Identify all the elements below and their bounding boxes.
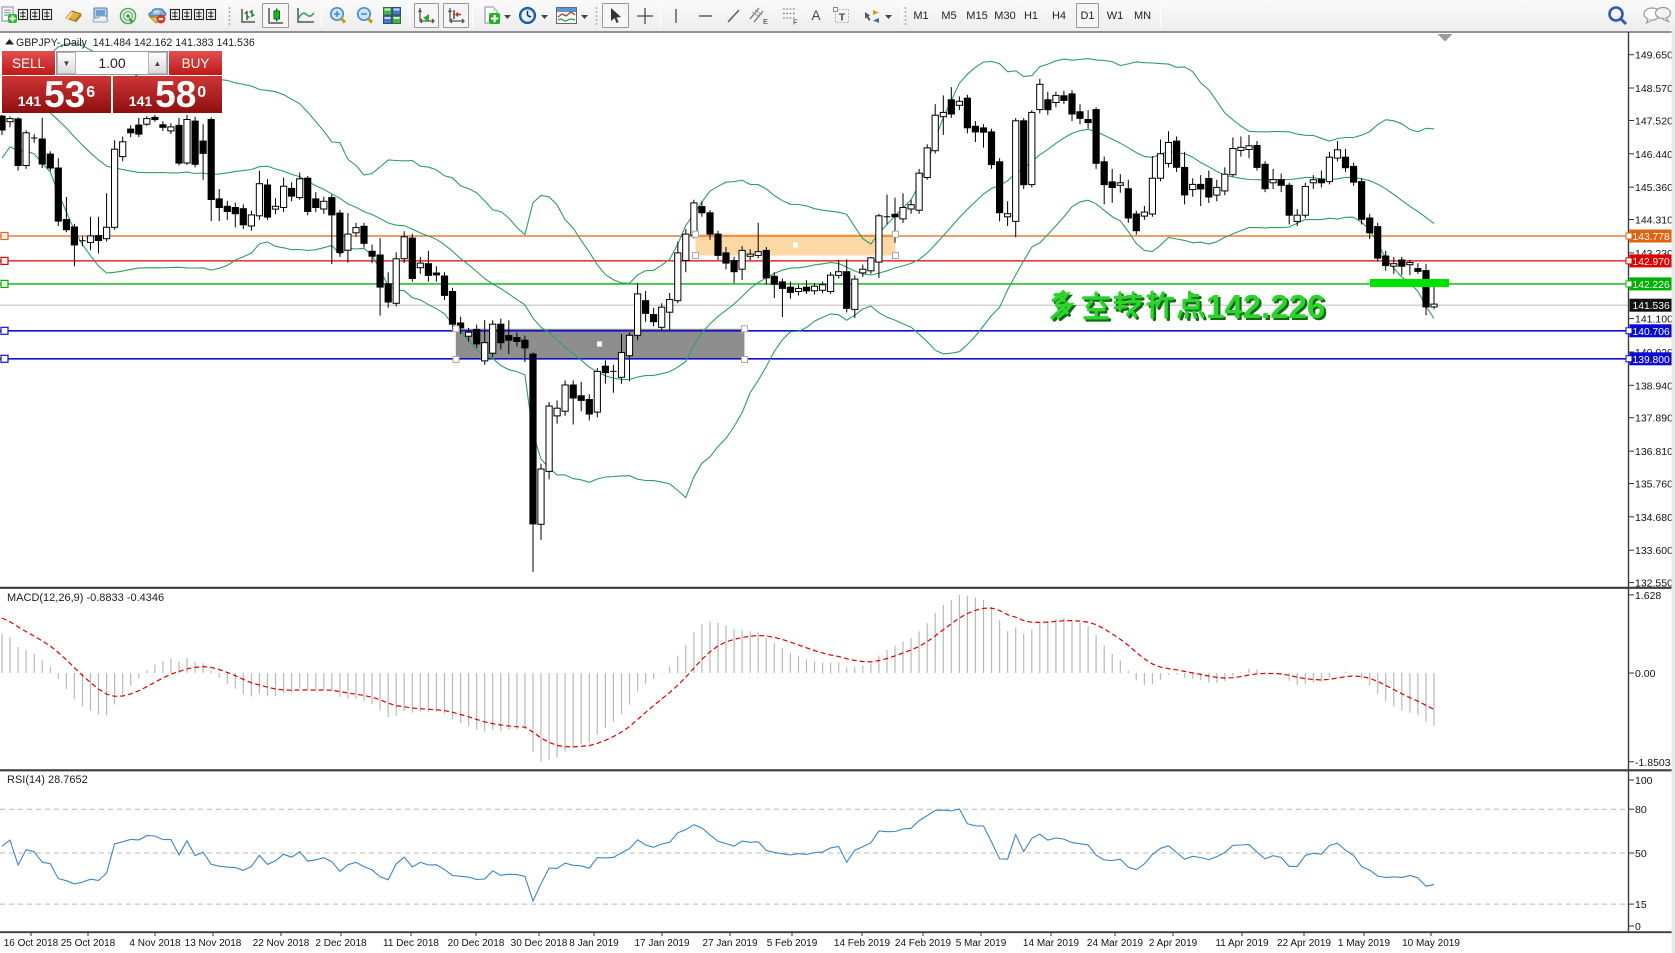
svg-text:132.550: 132.550 <box>1635 578 1673 590</box>
svg-text:15: 15 <box>1635 899 1647 911</box>
svg-text:17 Jan 2019: 17 Jan 2019 <box>634 938 689 949</box>
svg-text:T: T <box>839 11 846 23</box>
svg-text:141.100: 141.100 <box>1635 314 1673 326</box>
svg-text:146.440: 146.440 <box>1635 149 1673 161</box>
svg-text:133.600: 133.600 <box>1635 545 1673 557</box>
svg-text:11 Dec 2018: 11 Dec 2018 <box>383 938 439 949</box>
svg-text:2 Dec 2018: 2 Dec 2018 <box>315 938 367 949</box>
svg-text:143.778: 143.778 <box>1633 232 1670 243</box>
svg-text:137.890: 137.890 <box>1635 413 1673 425</box>
svg-text:135.760: 135.760 <box>1635 479 1673 491</box>
svg-text:50: 50 <box>1635 848 1647 860</box>
svg-text:27 Jan 2019: 27 Jan 2019 <box>702 938 757 949</box>
svg-text:MACD(12,26,9) -0.8833 -0.4346: MACD(12,26,9) -0.8833 -0.4346 <box>7 592 164 604</box>
svg-text:0: 0 <box>1635 921 1641 933</box>
svg-text:5 Mar 2019: 5 Mar 2019 <box>956 938 1007 949</box>
svg-text:-1.8503: -1.8503 <box>1635 757 1671 769</box>
svg-text:80: 80 <box>1635 804 1647 816</box>
svg-text:25 Oct 2018: 25 Oct 2018 <box>61 938 116 949</box>
svg-text:134.680: 134.680 <box>1635 512 1673 524</box>
svg-text:1.628: 1.628 <box>1635 590 1661 602</box>
svg-text:14 Mar 2019: 14 Mar 2019 <box>1023 938 1080 949</box>
svg-text:149.650: 149.650 <box>1635 50 1673 62</box>
svg-text:142.226: 142.226 <box>1208 290 1327 327</box>
svg-text:2 Apr 2019: 2 Apr 2019 <box>1149 938 1198 949</box>
svg-text:8 Jan 2019: 8 Jan 2019 <box>569 938 619 949</box>
svg-text:1 May 2019: 1 May 2019 <box>1338 938 1391 949</box>
svg-text:0.00: 0.00 <box>1635 668 1656 680</box>
svg-text:141.536: 141.536 <box>1633 301 1670 312</box>
svg-text:30 Dec 2018: 30 Dec 2018 <box>511 938 568 949</box>
svg-text:16 Oct 2018: 16 Oct 2018 <box>4 938 59 949</box>
svg-text:136.810: 136.810 <box>1635 446 1673 458</box>
svg-text:E: E <box>763 17 768 25</box>
svg-text:11 Apr 2019: 11 Apr 2019 <box>1215 938 1269 949</box>
svg-text:GBPJPY-,Daily 141.484 142.162: GBPJPY-,Daily 141.484 142.162 141.383 14… <box>16 37 255 49</box>
svg-text:144.310: 144.310 <box>1635 215 1673 227</box>
svg-text:142.226: 142.226 <box>1206 288 1325 325</box>
svg-text:140.706: 140.706 <box>1633 327 1670 338</box>
svg-text:5 Feb 2019: 5 Feb 2019 <box>767 938 818 949</box>
svg-text:138.940: 138.940 <box>1635 380 1673 392</box>
svg-text:100: 100 <box>1635 775 1653 787</box>
svg-text:RSI(14) 28.7652: RSI(14) 28.7652 <box>7 774 88 786</box>
svg-text:139.800: 139.800 <box>1633 355 1670 366</box>
svg-text:4 Nov 2018: 4 Nov 2018 <box>129 938 181 949</box>
svg-text:148.570: 148.570 <box>1635 83 1673 95</box>
svg-text:24 Mar 2019: 24 Mar 2019 <box>1087 938 1144 949</box>
svg-text:20 Dec 2018: 20 Dec 2018 <box>448 938 505 949</box>
svg-text:13 Nov 2018: 13 Nov 2018 <box>185 938 242 949</box>
svg-text:24 Feb 2019: 24 Feb 2019 <box>895 938 952 949</box>
svg-text:145.360: 145.360 <box>1635 182 1673 194</box>
svg-text:147.520: 147.520 <box>1635 116 1673 128</box>
svg-text:14 Feb 2019: 14 Feb 2019 <box>834 938 891 949</box>
svg-text:142.970: 142.970 <box>1633 257 1670 268</box>
svg-text:F: F <box>793 18 798 26</box>
svg-text:10 May 2019: 10 May 2019 <box>1402 938 1460 949</box>
svg-text:142.226: 142.226 <box>1633 280 1670 291</box>
svg-text:22 Apr 2019: 22 Apr 2019 <box>1277 938 1331 949</box>
svg-text:22 Nov 2018: 22 Nov 2018 <box>253 938 310 949</box>
